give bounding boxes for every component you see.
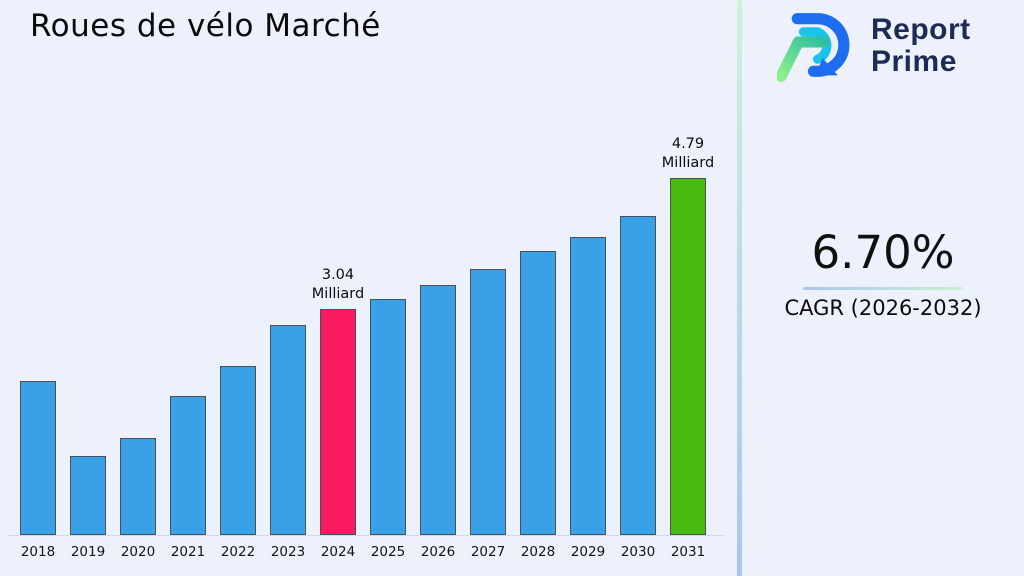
report-prime-logo: Report Prime	[777, 10, 971, 82]
bar-slot-2020: 2020	[120, 438, 156, 560]
bar-slot-2023: 2023	[270, 325, 306, 560]
bar-slot-2022: 2022	[220, 366, 256, 560]
x-tick-2021: 2021	[170, 544, 206, 560]
x-tick-2029: 2029	[570, 544, 606, 560]
bar-2026	[420, 285, 456, 535]
bar-2030	[620, 216, 656, 535]
bar-2020	[120, 438, 156, 535]
report-prime-logo-icon	[777, 13, 850, 82]
bar-slot-2028: 2028	[520, 251, 556, 560]
logo-text-line2: Prime	[871, 45, 957, 78]
bar-slot-2027: 2027	[470, 269, 506, 560]
bar-chart: 2018 2019 2020 2021 2022 2023 3.04 Milliard 2024…	[20, 136, 720, 560]
bar-2024	[320, 309, 356, 535]
x-tick-2018: 2018	[20, 544, 56, 560]
x-tick-2024: 2024	[320, 544, 356, 560]
x-tick-2030: 2030	[620, 544, 656, 560]
x-tick-2025: 2025	[370, 544, 406, 560]
bar-value-label-2031: 4.79 Milliard	[661, 136, 715, 171]
bar-slot-2029: 2029	[570, 237, 606, 560]
x-axis-line	[8, 535, 724, 536]
bar-2019	[70, 456, 106, 535]
x-tick-2031: 2031	[670, 544, 706, 560]
bar-value-label-2024: 3.04 Milliard	[311, 267, 365, 302]
bar-slot-2019: 2019	[70, 456, 106, 560]
bar-2025	[370, 299, 406, 535]
bar-2029	[570, 237, 606, 535]
bar-2028	[520, 251, 556, 535]
bar-2023	[270, 325, 306, 535]
cagr-underline	[803, 287, 963, 290]
x-tick-2026: 2026	[420, 544, 456, 560]
logo-text-line1: Report	[871, 13, 971, 46]
x-tick-2027: 2027	[470, 544, 506, 560]
bar-slot-2031: 4.79 Milliard 2031	[662, 136, 714, 560]
cagr-value: 6.70%	[811, 226, 955, 279]
bar-2018	[20, 381, 56, 535]
cagr-panel: 6.70% CAGR (2026-2032)	[742, 226, 1024, 320]
bar-slot-2030: 2030	[620, 216, 656, 560]
x-tick-2020: 2020	[120, 544, 156, 560]
x-tick-2028: 2028	[520, 544, 556, 560]
bar-slot-2024: 3.04 Milliard 2024	[312, 267, 364, 560]
bar-2027	[470, 269, 506, 535]
chart-title: Roues de vélo Marché	[30, 8, 381, 44]
bar-slot-2021: 2021	[170, 396, 206, 560]
report-prime-logo-text: Report Prime	[871, 14, 971, 78]
panel-divider	[737, 0, 742, 576]
x-tick-2023: 2023	[270, 544, 306, 560]
cagr-label: CAGR (2026-2032)	[784, 296, 982, 320]
bar-2031	[670, 178, 706, 535]
bar-2021	[170, 396, 206, 535]
x-tick-2019: 2019	[70, 544, 106, 560]
bar-slot-2025: 2025	[370, 299, 406, 560]
bar-slot-2026: 2026	[420, 285, 456, 560]
x-tick-2022: 2022	[220, 544, 256, 560]
bar-2022	[220, 366, 256, 535]
bar-slot-2018: 2018	[20, 381, 56, 560]
